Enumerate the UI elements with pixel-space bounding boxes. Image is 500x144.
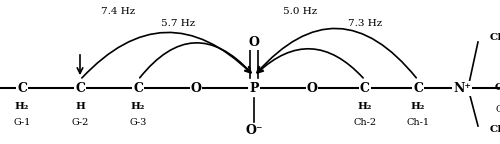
- Text: C: C: [75, 82, 85, 94]
- Text: H₂: H₂: [411, 102, 425, 111]
- Text: O⁻: O⁻: [245, 124, 263, 137]
- Text: O: O: [306, 82, 318, 94]
- Text: H₂: H₂: [131, 102, 145, 111]
- Text: Ch-Me: Ch-Me: [495, 106, 500, 114]
- Text: 5.0 Hz: 5.0 Hz: [283, 7, 317, 17]
- Text: P: P: [249, 82, 259, 94]
- Text: 5.7 Hz: 5.7 Hz: [161, 19, 195, 29]
- Text: G-2: G-2: [72, 118, 88, 127]
- Text: 7.3 Hz: 7.3 Hz: [348, 19, 382, 29]
- Text: 7.4 Hz: 7.4 Hz: [101, 7, 135, 17]
- Text: H₂: H₂: [15, 102, 29, 111]
- Text: G-1: G-1: [14, 118, 30, 127]
- Text: C: C: [133, 82, 143, 94]
- Text: C: C: [17, 82, 27, 94]
- Text: N⁺: N⁺: [453, 82, 471, 94]
- Text: CH₃: CH₃: [490, 126, 500, 134]
- Text: O: O: [190, 82, 202, 94]
- Text: G-3: G-3: [130, 118, 146, 127]
- Text: Ch-1: Ch-1: [406, 118, 430, 127]
- Text: H: H: [75, 102, 85, 111]
- Text: C: C: [360, 82, 370, 94]
- Text: C: C: [413, 82, 423, 94]
- Text: H₂: H₂: [358, 102, 372, 111]
- Text: CH₃: CH₃: [495, 84, 500, 92]
- Text: O: O: [248, 36, 260, 49]
- Text: Ch-2: Ch-2: [354, 118, 376, 127]
- Text: CH₃: CH₃: [490, 34, 500, 42]
